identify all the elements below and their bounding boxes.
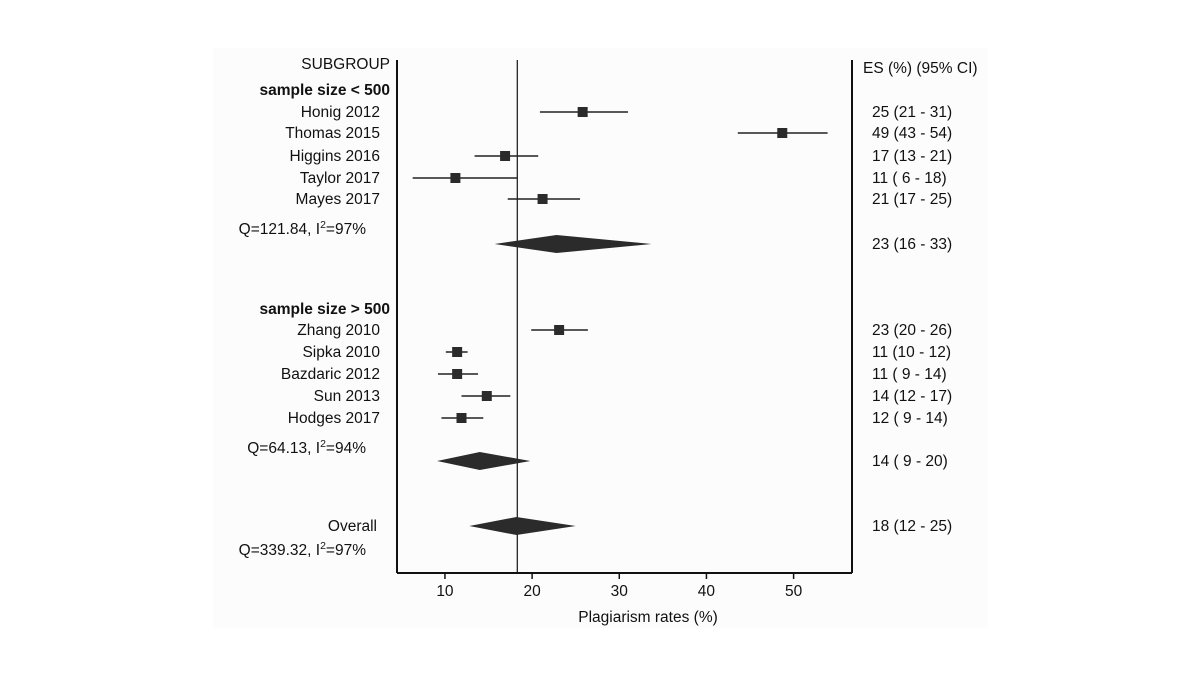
es-ci-value: 21 (17 - 25) [872, 191, 952, 208]
point-estimate-marker [452, 347, 463, 357]
study-label: Honig 2012 [301, 104, 380, 121]
study-label: Thomas 2015 [285, 125, 380, 142]
es-ci-value: 23 (20 - 26) [872, 322, 952, 339]
es-ci-value: 14 (12 - 17) [872, 388, 952, 405]
subgroup-label: sample size > 500 [259, 301, 390, 318]
es-ci-value: 25 (21 - 31) [872, 104, 952, 121]
point-estimate-marker [577, 107, 588, 117]
pooled-diamond [494, 235, 652, 253]
point-estimate-marker [452, 369, 463, 379]
point-estimate-marker [554, 325, 565, 335]
overall-label: Overall [328, 518, 377, 535]
x-tick-label-40: 40 [698, 583, 716, 600]
overall-diamond [469, 517, 576, 535]
subgroup-header: SUBGROUP [301, 56, 390, 73]
study-label: Taylor 2017 [300, 170, 380, 187]
overall-es-ci-value: 18 (12 - 25) [872, 518, 952, 535]
pooled-es-ci-value: 14 ( 9 - 20) [872, 453, 948, 470]
study-label: Higgins 2016 [290, 148, 380, 165]
heterogeneity-stat: Q=121.84, I2=97% [239, 219, 367, 238]
study-label: Sipka 2010 [302, 344, 380, 361]
es-ci-value: 49 (43 - 54) [872, 125, 952, 142]
study-label: Zhang 2010 [297, 322, 380, 339]
plot-marks: 10 20 30 40 50 sample size < 500 Honig 2012 25 … [239, 60, 952, 600]
es-ci-value: 17 (13 - 21) [872, 148, 952, 165]
es-ci-value: 11 ( 9 - 14) [872, 366, 947, 383]
es-ci-header: ES (%) (95% CI) [863, 60, 978, 77]
pooled-diamond [437, 452, 531, 470]
es-ci-value: 11 ( 6 - 18) [872, 170, 947, 187]
es-ci-value: 12 ( 9 - 14) [872, 410, 948, 427]
point-estimate-marker [450, 173, 461, 183]
point-estimate-marker [481, 391, 492, 401]
x-tick-label-20: 20 [523, 583, 541, 600]
x-tick-label-50: 50 [785, 583, 803, 600]
es-ci-value: 11 (10 - 12) [872, 344, 951, 361]
pooled-es-ci-value: 23 (16 - 33) [872, 236, 952, 253]
point-estimate-marker [777, 128, 788, 138]
study-label: Hodges 2017 [288, 410, 380, 427]
point-estimate-marker [537, 194, 548, 204]
study-label: Mayes 2017 [296, 191, 380, 208]
x-tick-label-30: 30 [611, 583, 629, 600]
study-label: Sun 2013 [314, 388, 380, 405]
point-estimate-marker [500, 151, 511, 161]
x-tick-label-10: 10 [436, 583, 454, 600]
figure-background [213, 48, 988, 628]
study-label: Bazdaric 2012 [281, 366, 380, 383]
heterogeneity-stat: Q=339.32, I2=97% [239, 540, 367, 559]
x-axis-label: Plagiarism rates (%) [578, 609, 718, 626]
point-estimate-marker [456, 413, 467, 423]
subgroup-label: sample size < 500 [259, 82, 390, 99]
heterogeneity-stat: Q=64.13, I2=94% [247, 438, 366, 457]
